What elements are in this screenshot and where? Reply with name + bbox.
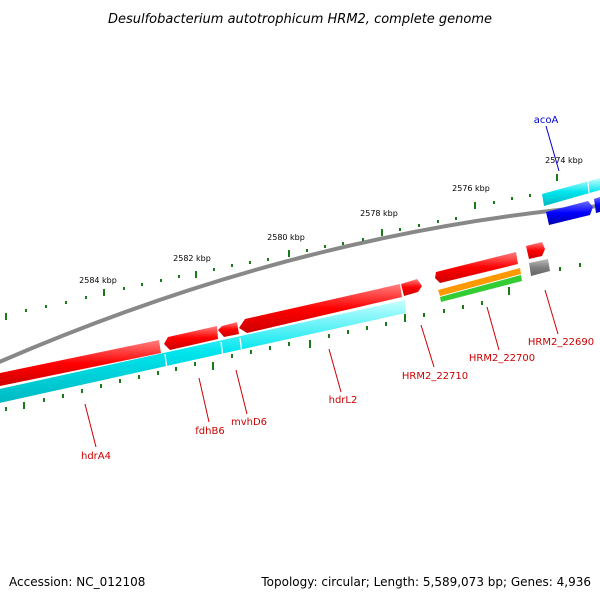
gene-mvhD6-cds[interactable]	[218, 322, 239, 337]
tick-label: 2584 kbp	[79, 276, 117, 285]
gene-acoA-next[interactable]	[594, 197, 600, 213]
leader-acoA	[545, 125, 560, 172]
gene-HRM2_22700-cds[interactable]	[435, 252, 518, 283]
tick-label: 2582 kbp	[173, 254, 211, 263]
gene-HRM2_22690-cds[interactable]	[526, 242, 545, 259]
gene-HRM2_22690-grey[interactable]	[529, 259, 550, 276]
tick-label: 2576 kbp	[452, 184, 490, 193]
leader-mvhD6	[235, 369, 248, 415]
gene-label-mvhD6[interactable]: mvhD6	[231, 417, 267, 428]
tick-label: 2578 kbp	[360, 209, 398, 218]
gene-label-HRM2_22700[interactable]: HRM2_22700	[469, 353, 535, 364]
gene-label-HRM2_22710[interactable]: HRM2_22710	[402, 371, 468, 382]
gene-label-acoA[interactable]: acoA	[534, 115, 559, 126]
tick-row-outer	[5, 174, 558, 320]
green-band	[440, 275, 522, 302]
gene-label-HRM2_22690[interactable]: HRM2_22690	[528, 337, 594, 348]
gene-acoA[interactable]	[546, 201, 593, 225]
map-title: Desulfobacterium autotrophicum HRM2, com…	[108, 12, 492, 27]
cyan-band-track	[0, 300, 406, 403]
gene-hdrL2-cds[interactable]	[239, 284, 402, 333]
leader-hdrL2	[328, 348, 342, 393]
leader-hdrA4	[84, 403, 97, 448]
accession-label: Accession: NC_012108	[9, 575, 145, 589]
leader-HRM2_22690	[544, 289, 559, 335]
genome-backbone	[0, 203, 600, 364]
leader-HRM2_22710	[420, 324, 435, 368]
gene-HRM2_22710-cds[interactable]	[401, 279, 422, 296]
gene-acoA-band[interactable]	[542, 178, 600, 206]
leader-HRM2_22700	[486, 306, 500, 351]
gene-label-fdhB6[interactable]: fdhB6	[195, 426, 224, 437]
tick-label: 2580 kbp	[267, 233, 305, 242]
tick-row-inner	[5, 263, 581, 411]
gene-fdhB6-cds[interactable]	[164, 326, 218, 350]
genome-summary: Topology: circular; Length: 5,589,073 bp…	[260, 575, 591, 589]
tick-label: 2574 kbp	[545, 156, 583, 165]
gene-label-hdrA4[interactable]: hdrA4	[81, 451, 111, 462]
orange-band	[438, 268, 521, 296]
gene-label-hdrL2[interactable]: hdrL2	[329, 395, 358, 406]
gene-hdrA4-cds[interactable]	[0, 340, 161, 387]
leader-fdhB6	[198, 377, 210, 423]
